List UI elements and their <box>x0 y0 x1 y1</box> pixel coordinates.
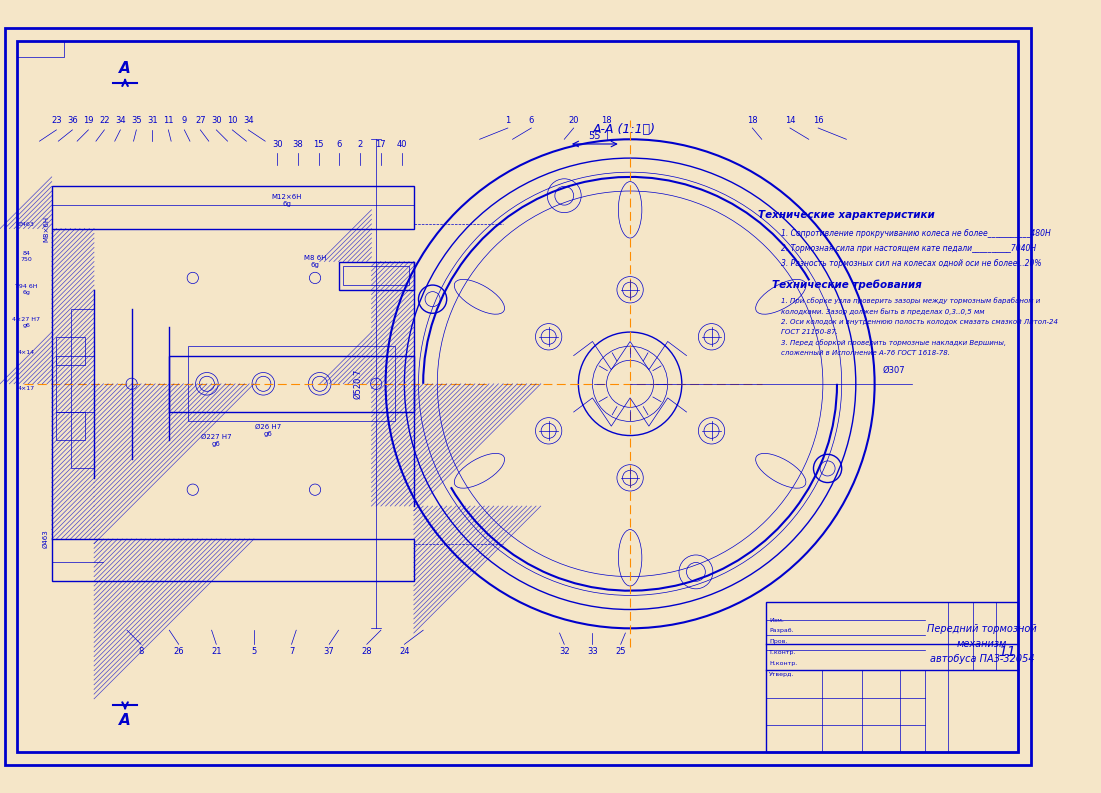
Text: Ø520.7: Ø520.7 <box>352 369 362 399</box>
Text: 7: 7 <box>288 647 294 656</box>
Text: 22: 22 <box>99 117 110 125</box>
Text: 33: 33 <box>587 647 598 656</box>
Text: 5: 5 <box>251 647 257 656</box>
Bar <box>52 539 414 581</box>
Text: 30: 30 <box>272 140 283 149</box>
Text: 6: 6 <box>337 140 342 149</box>
Text: 10: 10 <box>227 117 238 125</box>
Bar <box>17 40 64 57</box>
Text: 16: 16 <box>813 117 824 125</box>
Text: Ø307: Ø307 <box>882 366 905 374</box>
Text: Изм.: Изм. <box>768 618 784 623</box>
Text: 6: 6 <box>528 117 534 125</box>
Text: M8×6H: M8×6H <box>43 216 48 242</box>
Text: 4×27 H7
g6: 4×27 H7 g6 <box>12 317 41 328</box>
Text: Передний тормозной: Передний тормозной <box>927 624 1037 634</box>
Text: Пров.: Пров. <box>768 639 787 644</box>
Text: 35: 35 <box>131 117 142 125</box>
Text: Т.контр.: Т.контр. <box>768 650 796 655</box>
Text: 18: 18 <box>748 117 757 125</box>
Text: автобуса ПАЗ-32054: автобуса ПАЗ-32054 <box>929 654 1034 665</box>
Text: 3. Разность тормозных сил на колесах одной оси не более...20%: 3. Разность тормозных сил на колесах одн… <box>781 259 1042 268</box>
Bar <box>170 355 414 412</box>
Bar <box>766 602 1018 753</box>
Text: 14: 14 <box>785 117 795 125</box>
Text: ГОСТ 21150-87.: ГОСТ 21150-87. <box>781 329 838 335</box>
Text: M8 6H
6g: M8 6H 6g <box>304 255 326 268</box>
Text: 32: 32 <box>559 647 569 656</box>
Bar <box>339 262 414 289</box>
Text: Ø463: Ø463 <box>18 221 35 227</box>
Text: 1. Сопротивление прокручиванию колеса не более___________480Н: 1. Сопротивление прокручиванию колеса не… <box>781 229 1050 238</box>
Text: 9: 9 <box>182 117 187 125</box>
Text: 11: 11 <box>163 117 174 125</box>
Text: колодками. Зазор должен быть в пределах 0,3..0,5 мм: колодками. Зазор должен быть в пределах … <box>781 308 984 315</box>
Text: 8: 8 <box>139 647 144 656</box>
Text: A-A (1:1␀): A-A (1:1␀) <box>592 124 655 136</box>
Text: 38: 38 <box>293 140 304 149</box>
Text: 1. При сборке узла проверить зазоры между тормозным барабаном и: 1. При сборке узла проверить зазоры межд… <box>781 297 1039 305</box>
Text: Технические характеристики: Технические характеристики <box>757 209 935 220</box>
Bar <box>56 355 94 412</box>
Text: 23: 23 <box>51 117 62 125</box>
Text: 34: 34 <box>243 117 253 125</box>
Text: 26: 26 <box>173 647 184 656</box>
Text: Ø227 H7
g6: Ø227 H7 g6 <box>201 434 231 446</box>
Text: T94 6H
6g: T94 6H 6g <box>15 285 37 295</box>
Text: 25: 25 <box>615 647 626 656</box>
Text: 28: 28 <box>361 647 372 656</box>
Text: A: A <box>119 61 131 76</box>
Text: 11: 11 <box>999 645 1016 659</box>
Text: 2: 2 <box>358 140 363 149</box>
Text: Технические требования: Технические требования <box>772 280 922 290</box>
Text: Разраб.: Разраб. <box>768 628 794 634</box>
Text: 17: 17 <box>375 140 386 149</box>
Text: 18: 18 <box>601 117 612 125</box>
Text: 2. Тормозная сила при настоящем кате педали__________7040Н: 2. Тормозная сила при настоящем кате пед… <box>781 244 1036 253</box>
Text: M12×6H
6g: M12×6H 6g <box>272 194 302 207</box>
Text: 55: 55 <box>588 131 601 141</box>
Text: 4×17: 4×17 <box>18 386 35 391</box>
Text: 36: 36 <box>67 117 78 125</box>
Text: 30: 30 <box>211 117 221 125</box>
Text: 31: 31 <box>148 117 157 125</box>
Text: 84
750: 84 750 <box>21 251 32 262</box>
Text: Ø26 H7
g6: Ø26 H7 g6 <box>255 424 281 437</box>
Bar <box>52 186 414 228</box>
Bar <box>188 347 395 421</box>
Text: 2. Оси колодок и внутреннюю полость колодок смазать смазкой Литол-24: 2. Оси колодок и внутреннюю полость коло… <box>781 319 1058 325</box>
Bar <box>56 337 85 365</box>
Text: 4×14: 4×14 <box>18 351 35 361</box>
Bar <box>344 266 410 285</box>
Text: 40: 40 <box>396 140 406 149</box>
Text: 21: 21 <box>211 647 221 656</box>
Text: 24: 24 <box>400 647 410 656</box>
Text: 3. Перед сборкой проверить тормозные накладки Вершины,: 3. Перед сборкой проверить тормозные нак… <box>781 339 1005 346</box>
Text: 19: 19 <box>84 117 94 125</box>
Text: 15: 15 <box>314 140 324 149</box>
Bar <box>56 412 85 440</box>
Text: 37: 37 <box>324 647 335 656</box>
Text: 20: 20 <box>568 117 579 125</box>
Text: 27: 27 <box>195 117 206 125</box>
Text: Н.контр.: Н.контр. <box>768 661 797 666</box>
Text: механизм: механизм <box>957 639 1007 649</box>
Bar <box>70 308 94 469</box>
Text: Ø463: Ø463 <box>43 530 48 548</box>
Text: A: A <box>119 713 131 728</box>
Text: 1: 1 <box>505 117 511 125</box>
Text: 34: 34 <box>116 117 126 125</box>
Text: сложенный в Исполнение А-76 ГОСТ 1618-78.: сложенный в Исполнение А-76 ГОСТ 1618-78… <box>781 350 949 356</box>
Text: Утверд.: Утверд. <box>768 672 794 676</box>
